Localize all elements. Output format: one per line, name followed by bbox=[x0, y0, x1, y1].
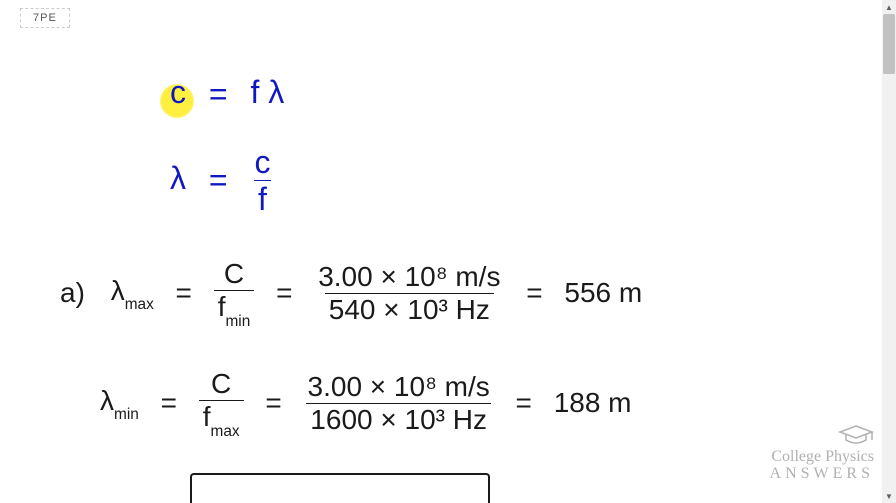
lmin-calc-den: 1600 × 10³ Hz bbox=[306, 403, 491, 434]
lmax-sub: max bbox=[125, 296, 154, 313]
scroll-up-icon[interactable]: ▲ bbox=[882, 0, 896, 14]
part-a-label: a) bbox=[60, 277, 85, 308]
eq1-rhs: f λ bbox=[250, 74, 284, 110]
equation-lambda-max: a) λmax = C fmin = 3.00 × 10⁸ m/s 540 × … bbox=[60, 260, 642, 326]
equals-sign: = bbox=[209, 76, 228, 113]
lmax-calc-den: 540 × 10³ Hz bbox=[325, 293, 494, 324]
equation-wavelength: λ = c f bbox=[170, 146, 274, 215]
equation-wave-speed: c = f λ bbox=[170, 74, 284, 113]
lmax-result: 556 m bbox=[564, 277, 642, 308]
scroll-down-icon[interactable]: ▼ bbox=[882, 489, 896, 503]
equals-sign: = bbox=[161, 387, 177, 419]
lmin-sym: λ bbox=[100, 385, 114, 416]
equals-sign: = bbox=[276, 277, 292, 309]
equals-sign: = bbox=[516, 387, 532, 419]
lmax-numeric-frac: 3.00 × 10⁸ m/s 540 × 10³ Hz bbox=[314, 263, 504, 324]
lmax-sym: λ bbox=[111, 275, 125, 306]
equals-sign: = bbox=[526, 277, 542, 309]
graduation-cap-icon bbox=[838, 424, 874, 446]
lmax-calc-num: 3.00 × 10⁸ m/s bbox=[314, 263, 504, 293]
watermark-line2: ANSWERS bbox=[770, 465, 874, 483]
equals-sign: = bbox=[209, 162, 228, 199]
lmin-den-sym: fmax bbox=[199, 400, 244, 436]
lmax-den-sym: fmin bbox=[214, 290, 255, 326]
lmax-symbolic-frac: C fmin bbox=[214, 260, 255, 326]
lmin-numeric-frac: 3.00 × 10⁸ m/s 1600 × 10³ Hz bbox=[304, 373, 494, 434]
eq2-den: f bbox=[254, 180, 271, 215]
problem-tag-text: 7PE bbox=[33, 12, 57, 24]
eq2-fraction: c f bbox=[250, 146, 274, 215]
watermark-line1: College Physics bbox=[770, 448, 874, 466]
eq2-lhs: λ bbox=[170, 160, 186, 196]
answer-box-partial bbox=[190, 473, 490, 503]
lmax-num-sym: C bbox=[220, 260, 248, 290]
lmin-calc-num: 3.00 × 10⁸ m/s bbox=[304, 373, 494, 403]
scrollbar-thumb[interactable] bbox=[883, 14, 895, 74]
equals-sign: = bbox=[265, 387, 281, 419]
equals-sign: = bbox=[176, 277, 192, 309]
lmin-result: 188 m bbox=[554, 387, 632, 418]
watermark: College Physics ANSWERS bbox=[770, 424, 874, 483]
eq1-lhs: c bbox=[170, 74, 186, 110]
lmin-num-sym: C bbox=[207, 370, 235, 400]
vertical-scrollbar[interactable]: ▲ ▼ bbox=[882, 0, 896, 503]
eq2-num: c bbox=[250, 146, 274, 180]
problem-tag: 7PE bbox=[20, 8, 70, 28]
equation-lambda-min: λmin = C fmax = 3.00 × 10⁸ m/s 1600 × 10… bbox=[100, 370, 632, 436]
lmin-sub: min bbox=[114, 406, 139, 423]
lmin-symbolic-frac: C fmax bbox=[199, 370, 244, 436]
